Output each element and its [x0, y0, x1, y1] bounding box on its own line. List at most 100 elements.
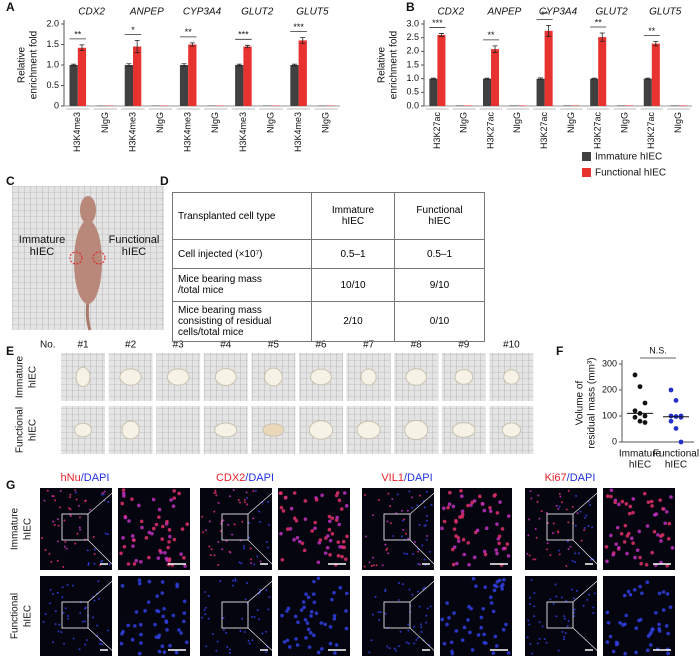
y-axis-label: enrichment fold [29, 31, 40, 99]
cell-signal [448, 490, 452, 495]
cell-signal [268, 596, 271, 599]
bar [290, 65, 299, 106]
cell-signal [312, 633, 316, 638]
cell-signal [92, 616, 95, 619]
cell-signal [456, 539, 461, 543]
cell-signal [637, 529, 642, 534]
cell-text: Mice bearing mass /total mice [178, 274, 262, 296]
y-tick-label: 1.0 [406, 73, 419, 83]
cell-signal [57, 524, 60, 527]
cell-signal [317, 540, 322, 545]
cell-signal [489, 601, 494, 605]
cell-signal [378, 619, 381, 622]
cell-signal [46, 489, 49, 492]
cell-signal [316, 576, 321, 581]
cell-signal [69, 496, 72, 499]
bar [509, 105, 518, 106]
cell-signal [160, 644, 165, 649]
cell-signal [578, 552, 581, 555]
bar [133, 46, 142, 106]
cell-signal [167, 559, 172, 563]
cell-signal [640, 591, 644, 596]
error-bar [79, 44, 85, 52]
cell-signal [254, 489, 257, 492]
bar [544, 30, 553, 106]
residual-mass [75, 366, 91, 388]
cell-signal [252, 490, 255, 493]
cell-signal [659, 539, 663, 543]
cell-signal [67, 617, 70, 620]
cell-signal [261, 632, 264, 635]
cell-signal [605, 494, 610, 498]
cell-signal [51, 592, 54, 595]
zoom-lines [247, 487, 279, 571]
cell-signal [497, 541, 501, 546]
cell-signal [442, 641, 447, 646]
cell-signal [467, 562, 471, 567]
cell-signal [320, 647, 324, 651]
cell-signal [400, 509, 403, 512]
bar [563, 105, 572, 106]
cell-signal [161, 614, 165, 619]
bar [437, 34, 446, 106]
cell-signal [449, 640, 454, 645]
cell-signal [396, 493, 399, 496]
cell-signal [309, 609, 314, 614]
y-tick-label: 300 [602, 358, 617, 368]
cell-signal [63, 519, 66, 522]
cell-signal [127, 519, 131, 523]
cell-signal [77, 504, 80, 507]
cell-signal [370, 639, 373, 642]
cell-signal [632, 588, 637, 592]
bar [491, 49, 500, 106]
cell-signal [638, 555, 642, 560]
cell-signal [292, 537, 296, 542]
cell-signal [182, 599, 187, 604]
cell-signal [488, 506, 492, 510]
cell-signal [554, 583, 557, 586]
zoom-box [383, 513, 411, 541]
cell-signal [250, 562, 253, 565]
cell-signal [86, 549, 89, 552]
cell-signal [106, 629, 109, 632]
cell-signal [391, 498, 394, 501]
cell-signal [421, 544, 424, 547]
zoom-box [61, 513, 89, 541]
cell-signal [606, 621, 611, 625]
cell-signal [265, 589, 268, 592]
gene-label: GLUT5 [296, 7, 329, 18]
photo-label: Immature [19, 234, 65, 246]
row-label: Functional [10, 593, 21, 639]
cell-signal [575, 494, 578, 497]
cell-signal [341, 539, 346, 544]
cell-signal [653, 610, 658, 615]
cell-signal [573, 597, 576, 600]
cell-signal [615, 525, 620, 530]
cell-signal [364, 535, 367, 538]
x-tick-label: H3K27ac [432, 112, 442, 150]
cell-signal [377, 611, 380, 614]
cell-signal [582, 604, 585, 607]
cell-signal [428, 550, 431, 553]
significance-label: ** [648, 26, 656, 36]
cell-signal [393, 647, 396, 650]
cell-signal [267, 500, 270, 503]
cell-signal [219, 580, 222, 583]
cell-signal [384, 588, 387, 591]
cell-signal [168, 534, 172, 539]
cell-signal [371, 613, 374, 616]
cell-signal [139, 560, 143, 564]
cell-signal [532, 558, 535, 561]
point [673, 398, 679, 403]
error-bar [236, 63, 242, 67]
cell-signal [234, 578, 237, 581]
column-label: #7 [363, 340, 375, 351]
zoom-box [221, 601, 249, 629]
cell-signal [611, 649, 616, 654]
error-bar [538, 77, 544, 80]
cell-signal [423, 524, 426, 527]
cell-signal [302, 605, 306, 610]
cell-signal [207, 594, 210, 597]
cell: Cell injected (×10⁷) [172, 239, 312, 269]
cell-signal [558, 553, 561, 556]
